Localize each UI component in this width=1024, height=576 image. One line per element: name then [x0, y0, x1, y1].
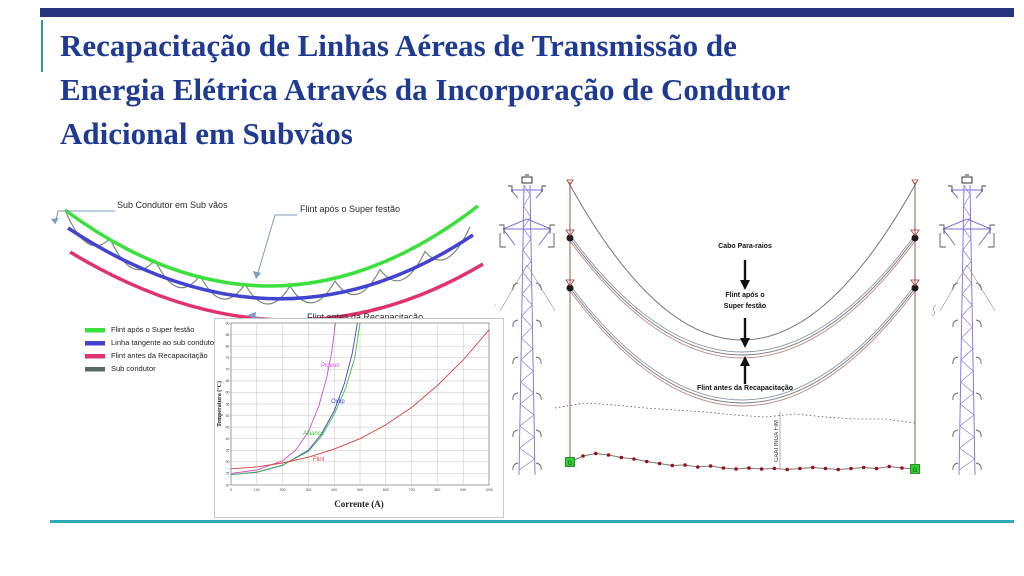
legend-label: Sub condutor [111, 364, 156, 373]
legend-swatch-darkgreen [85, 366, 105, 371]
ground-marker-left: G [568, 461, 573, 467]
transmission-tower-right [931, 174, 996, 476]
svg-text:50: 50 [226, 414, 230, 418]
svg-text:75: 75 [226, 356, 230, 360]
svg-text:25: 25 [226, 472, 230, 476]
legend-item: Flint antes da Recapacitação [85, 349, 235, 362]
svg-text:400: 400 [331, 488, 337, 492]
title-line-1: Recapacitação de Linhas Aéreas de Transm… [60, 28, 737, 63]
chart-x-axis-label: Corrente (A) [334, 499, 384, 509]
svg-text:85: 85 [226, 333, 230, 337]
svg-text:90: 90 [226, 321, 230, 325]
legend-item: Linha tangente ao sub condutor [85, 336, 235, 349]
curve-label-oxlip: Oxlip [331, 399, 345, 405]
curve-legend: Flint após o Super festão Linha tangente… [85, 323, 235, 375]
curve-label-flint: Flint [313, 457, 325, 463]
label-flint-apos: Flint após o Super festão [300, 204, 401, 214]
chart-plot-area: 0 100 200 300 400 500 600 700 800 900 1000 20 25 30 35… [226, 321, 493, 492]
svg-text:600: 600 [383, 488, 389, 492]
svg-text:800: 800 [434, 488, 440, 492]
slide-bottom-rule [50, 520, 1014, 523]
title-line-3: Adicional em Subvãos [60, 116, 353, 151]
svg-text:100: 100 [254, 488, 260, 492]
label-flint-apos-line1: Flint após o [725, 292, 765, 299]
svg-text:35: 35 [226, 449, 230, 453]
curve-label-alliance: Alliance [303, 431, 325, 437]
svg-text:200: 200 [280, 488, 286, 492]
svg-text:65: 65 [226, 379, 230, 383]
span-diagram-canvas: G G [495, 174, 996, 476]
legend-item: Sub condutor [85, 362, 235, 375]
linha-tangente-curve [67, 226, 474, 301]
label-flint-antes-span: Flint antes da Recapacitação [696, 385, 794, 392]
svg-text:55: 55 [226, 402, 230, 406]
svg-text:45: 45 [226, 425, 230, 429]
svg-text:500: 500 [357, 488, 363, 492]
svg-text:1000: 1000 [485, 488, 493, 492]
svg-text:900: 900 [460, 488, 466, 492]
svg-text:60: 60 [226, 391, 230, 395]
svg-text:0: 0 [230, 488, 232, 492]
slide-accent-line [41, 20, 43, 72]
span-support-lines [569, 182, 916, 469]
span-profile-diagram: G G Cabo Para-raios Flint após o Super f… [495, 172, 1022, 507]
slide-top-bar [40, 8, 1014, 17]
svg-text:30: 30 [226, 460, 230, 464]
flint-apos-curve [63, 204, 480, 288]
label-arrows [740, 260, 750, 384]
legend-label: Flint antes da Recapacitação [111, 351, 208, 360]
legend-label: Flint após o Super festão [111, 325, 195, 334]
curve-label-pigeon: Pigeon [321, 363, 340, 369]
label-caatinga-fim: CAATINGA FIM [774, 420, 780, 462]
legend-label: Linha tangente ao sub condutor [111, 338, 217, 347]
svg-text:20: 20 [226, 483, 230, 487]
title-line-2: Energia Elétrica Através da Incorporação… [60, 72, 791, 107]
attachment-points [565, 179, 920, 292]
legend-item: Flint após o Super festão [85, 323, 235, 336]
svg-text:700: 700 [409, 488, 415, 492]
svg-text:40: 40 [226, 437, 230, 441]
legend-swatch-blue [85, 340, 105, 345]
legend-swatch-crimson [85, 353, 105, 358]
label-flint-apos-line2: Super festão [723, 303, 767, 310]
temperature-current-chart: Temperatura (°C) 0 100 200 300 400 500 600 700 8… [214, 318, 504, 518]
ground-end-markers: G G [565, 457, 920, 474]
svg-text:70: 70 [226, 368, 230, 372]
label-cabo-para-raios: Cabo Para-raios [718, 243, 772, 250]
label-flint-antes: Flint antes da Recapacitação [307, 312, 424, 322]
sub-conductor-festoon-curve [64, 209, 471, 305]
svg-text:300: 300 [305, 488, 311, 492]
svg-text:80: 80 [226, 344, 230, 348]
ground-marker-right: G [913, 468, 918, 474]
clearance-dotted-line [554, 402, 916, 424]
legend-swatch-green [85, 327, 105, 332]
label-sub-condutor: Sub Condutor em Sub vãos [117, 200, 228, 210]
sag-diagram: Sub Condutor em Sub vãos Flint após o Su… [15, 186, 495, 336]
transmission-tower-left [495, 174, 556, 476]
slide-title: Recapacitação de Linhas Aéreas de Transm… [60, 24, 1010, 156]
ground-profile [569, 451, 916, 472]
